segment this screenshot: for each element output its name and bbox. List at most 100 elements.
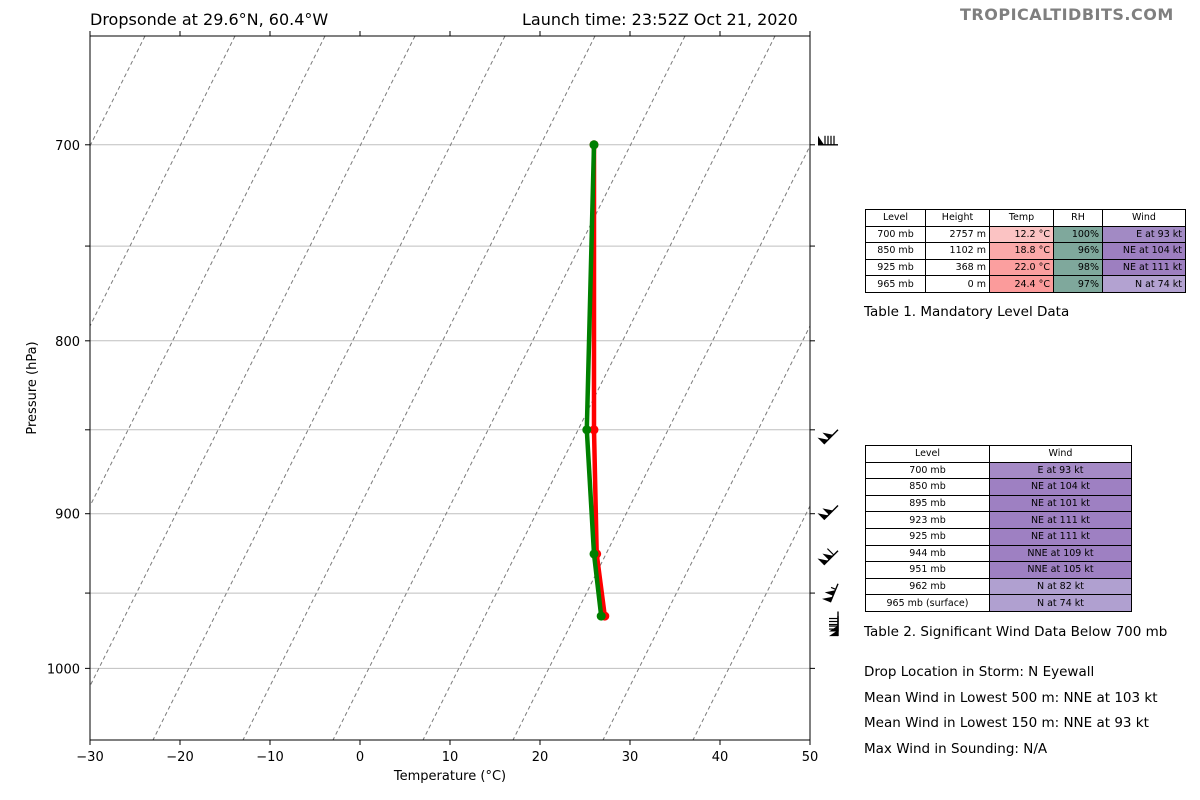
cell-height: 2757 m bbox=[925, 225, 990, 244]
x-tick-label: 50 bbox=[802, 750, 819, 765]
cell-level: 700 mb bbox=[865, 225, 926, 244]
y-axis-ticks: 700 800 900 1000 bbox=[47, 139, 815, 677]
mandatory-level-table: Level Height Temp RH Wind 700 mb 2757 m 12… bbox=[865, 209, 1186, 293]
chart-title-launch-time: Launch time: 23:52Z Oct 21, 2020 bbox=[522, 10, 798, 29]
cell-temp: 12.2 °C bbox=[989, 225, 1054, 244]
table-row: 850 mb 1102 m 18.8 °C 96% NE at 104 kt bbox=[865, 242, 1186, 260]
cell-wind: NE at 111 kt bbox=[1102, 258, 1186, 277]
cell-wind: NE at 101 kt bbox=[989, 494, 1132, 513]
cell-wind: E at 93 kt bbox=[989, 461, 1132, 480]
cell-wind: E at 93 kt bbox=[1102, 225, 1186, 244]
table-row: 925 mb 368 m 22.0 °C 98% NE at 111 kt bbox=[865, 258, 1186, 277]
cell-level: 923 mb bbox=[865, 511, 990, 529]
cell-level: 925 mb bbox=[865, 258, 926, 277]
cell-level: 965 mb (surface) bbox=[865, 594, 990, 612]
cell-wind: N at 82 kt bbox=[989, 577, 1132, 596]
wind-barb bbox=[817, 429, 839, 445]
wind-barb bbox=[818, 135, 838, 146]
series-line-0 bbox=[591, 144, 608, 617]
x-tick-label: 0 bbox=[356, 750, 364, 765]
table-header-row: Level Height Temp RH Wind bbox=[865, 209, 1186, 227]
isotherm-line bbox=[90, 36, 416, 688]
series-point-1 bbox=[596, 611, 606, 621]
cell-level: 965 mb bbox=[865, 275, 926, 293]
sounding-series bbox=[582, 140, 610, 621]
x-tick-label: 20 bbox=[532, 750, 549, 765]
cell-rh: 96% bbox=[1053, 242, 1103, 260]
cell-wind: NE at 111 kt bbox=[989, 511, 1132, 529]
cell-level: 700 mb bbox=[865, 461, 990, 480]
mean-wind-500m: Mean Wind in Lowest 500 m: NNE at 103 kt bbox=[864, 690, 1158, 706]
series-point-0 bbox=[589, 425, 599, 435]
isotherm-line bbox=[90, 36, 326, 508]
cell-rh: 97% bbox=[1053, 275, 1103, 293]
x-tick-label: 40 bbox=[712, 750, 729, 765]
table1-caption: Table 1. Mandatory Level Data bbox=[864, 304, 1070, 320]
y-tick-label: 800 bbox=[55, 335, 80, 350]
x-axis-ticks: −30 −20 −10 0 10 20 30 40 50 bbox=[76, 31, 818, 765]
x-tick-label: −10 bbox=[256, 750, 283, 765]
cell-height: 1102 m bbox=[925, 242, 990, 260]
cell-wind: NE at 104 kt bbox=[1102, 242, 1186, 260]
series-point-1 bbox=[582, 425, 592, 435]
drop-location: Drop Location in Storm: N Eyewall bbox=[864, 664, 1095, 680]
wind-barb bbox=[817, 548, 839, 566]
table-row: 850 mb NE at 104 kt bbox=[865, 478, 1132, 496]
pressure-gridlines bbox=[90, 144, 810, 669]
x-tick-label: 10 bbox=[442, 750, 459, 765]
table-row: 962 mb N at 82 kt bbox=[865, 577, 1132, 596]
skewed-isotherms bbox=[90, 36, 810, 740]
table-row: 700 mb 2757 m 12.2 °C 100% E at 93 kt bbox=[865, 225, 1186, 244]
series-line-1 bbox=[584, 144, 604, 617]
x-axis-label: Temperature (°C) bbox=[393, 769, 506, 784]
cell-height: 0 m bbox=[925, 275, 990, 293]
cell-temp: 18.8 °C bbox=[989, 242, 1054, 260]
header-height: Height bbox=[925, 209, 990, 227]
isotherm-line bbox=[332, 36, 686, 740]
table-row: 944 mb NNE at 109 kt bbox=[865, 544, 1132, 563]
x-tick-label: 30 bbox=[622, 750, 639, 765]
series-point-1 bbox=[589, 549, 599, 559]
wind-barb bbox=[817, 505, 839, 521]
mean-wind-150m: Mean Wind in Lowest 150 m: NNE at 93 kt bbox=[864, 715, 1149, 731]
isotherm-line bbox=[422, 36, 776, 740]
y-tick-label: 900 bbox=[55, 508, 80, 523]
isotherm-line bbox=[152, 36, 506, 740]
cell-level: 962 mb bbox=[865, 577, 990, 596]
table-row: 925 mb NE at 111 kt bbox=[865, 527, 1132, 546]
table-row: 965 mb 0 m 24.4 °C 97% N at 74 kt bbox=[865, 275, 1186, 293]
wind-barb bbox=[822, 583, 839, 603]
chart-title-location: Dropsonde at 29.6°N, 60.4°W bbox=[90, 10, 329, 29]
table2-caption: Table 2. Significant Wind Data Below 700… bbox=[864, 624, 1168, 640]
plot-frame bbox=[89, 35, 811, 741]
cell-wind: NE at 111 kt bbox=[989, 527, 1132, 546]
table-row: 895 mb NE at 101 kt bbox=[865, 494, 1132, 513]
x-tick-label: −30 bbox=[76, 750, 103, 765]
table-row: 951 mb NNE at 105 kt bbox=[865, 561, 1132, 579]
header-level: Level bbox=[865, 445, 990, 463]
series-point-1 bbox=[589, 140, 599, 150]
watermark: TROPICALTIDBITS.COM bbox=[960, 5, 1174, 24]
header-wind: Wind bbox=[989, 445, 1132, 463]
header-level: Level bbox=[865, 209, 926, 227]
table-row: 700 mb E at 93 kt bbox=[865, 461, 1132, 480]
cell-rh: 98% bbox=[1053, 258, 1103, 277]
cell-wind: NNE at 105 kt bbox=[989, 561, 1132, 579]
table-row: 923 mb NE at 111 kt bbox=[865, 511, 1132, 529]
cell-level: 944 mb bbox=[865, 544, 990, 563]
table-row: 965 mb (surface) N at 74 kt bbox=[865, 594, 1132, 612]
cell-wind: NE at 104 kt bbox=[989, 478, 1132, 496]
cell-wind: NNE at 109 kt bbox=[989, 544, 1132, 563]
cell-level: 850 mb bbox=[865, 242, 926, 260]
y-axis-label: Pressure (hPa) bbox=[25, 341, 40, 434]
header-temp: Temp bbox=[989, 209, 1054, 227]
cell-rh: 100% bbox=[1053, 225, 1103, 244]
wind-barbs bbox=[817, 135, 839, 637]
header-rh: RH bbox=[1053, 209, 1103, 227]
header-wind: Wind bbox=[1102, 209, 1186, 227]
isotherm-line bbox=[512, 144, 810, 740]
significant-wind-table: Level Wind 700 mb E at 93 kt 850 mb NE at 1… bbox=[865, 445, 1132, 612]
y-tick-label: 1000 bbox=[47, 662, 80, 677]
cell-level: 850 mb bbox=[865, 478, 990, 496]
